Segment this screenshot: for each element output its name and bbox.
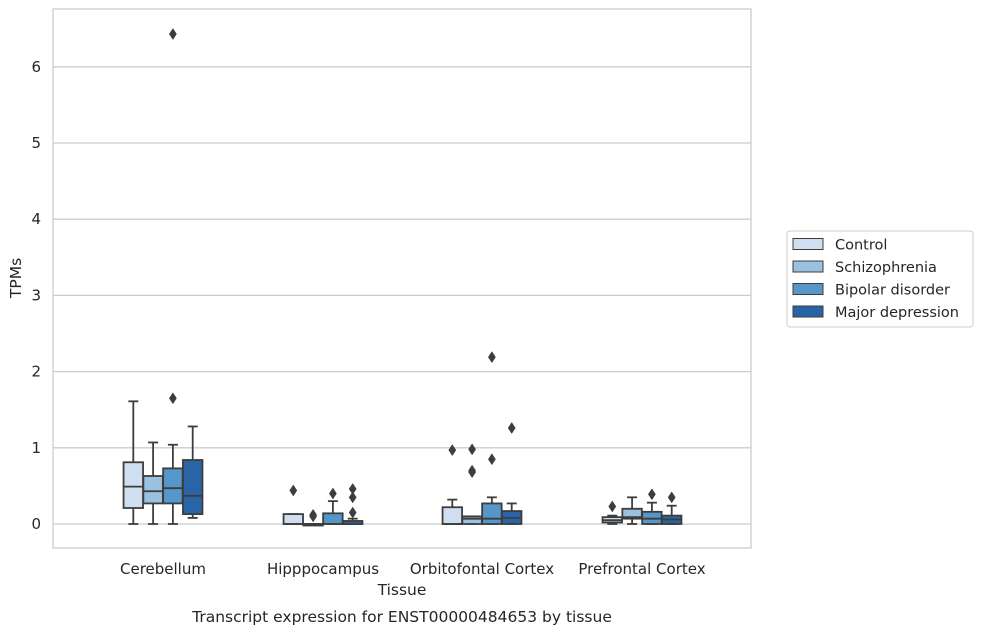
legend-label: Schizophrenia	[835, 260, 937, 276]
box-plot	[661, 491, 683, 525]
legend-label: Major depression	[835, 305, 959, 321]
box-plot	[322, 487, 344, 525]
box-plot	[481, 351, 503, 525]
y-axis-label: TPMs	[7, 258, 25, 299]
outlier-point	[468, 443, 476, 456]
legend-label: Control	[835, 238, 887, 254]
outlier-point	[488, 351, 496, 364]
box-plot	[122, 400, 144, 525]
box-plots	[122, 28, 683, 527]
box-iqr	[122, 461, 144, 509]
legend-swatch	[792, 260, 824, 273]
y-tick-label: 3	[31, 286, 41, 304]
outlier-point	[348, 491, 357, 504]
outlier-point	[667, 491, 676, 504]
box-plot	[621, 496, 643, 525]
y-tick-label: 5	[31, 134, 41, 152]
outlier-point	[289, 484, 298, 497]
outlier-point	[507, 422, 516, 434]
box-iqr	[441, 506, 463, 525]
outlier-point	[169, 28, 177, 40]
box-iqr	[182, 459, 204, 515]
x-tick-label: Orbitofontal Cortex	[410, 560, 554, 578]
outlier-point	[448, 444, 457, 457]
x-tick-label: Hipppocampus	[267, 560, 379, 578]
y-tick-label: 2	[31, 363, 41, 381]
outlier-point	[348, 506, 357, 519]
box-plot	[182, 425, 204, 519]
box-plot	[142, 441, 164, 525]
legend-swatch	[792, 305, 824, 318]
box-plot	[641, 488, 663, 525]
legend-label: Bipolar disorder	[835, 283, 950, 299]
outlier-point	[348, 482, 357, 495]
box-plot	[342, 482, 364, 525]
box-plot	[162, 28, 184, 525]
legend-frame	[786, 230, 974, 328]
y-tick-label: 1	[31, 439, 41, 457]
box-iqr	[461, 515, 483, 525]
box-plot	[501, 422, 523, 525]
box-plot	[302, 508, 324, 527]
box-plot	[461, 443, 483, 525]
chart-caption: Transcript expression for ENST0000048465…	[191, 608, 612, 626]
gridlines	[53, 66, 751, 525]
box-plot	[601, 500, 623, 525]
legend-swatch	[792, 283, 824, 295]
outlier-point	[488, 453, 496, 466]
y-tick-label: 0	[31, 515, 41, 533]
box-iqr	[142, 475, 164, 505]
outlier-point	[608, 500, 617, 513]
outlier-point	[169, 392, 177, 405]
x-tick-label: Cerebellum	[120, 560, 206, 578]
x-tick-labels: Cerebellum Hipppocampus Orbitofontal Corte…	[120, 560, 706, 578]
box-iqr	[322, 512, 344, 525]
plot-area-frame	[52, 8, 752, 549]
y-tick-label: 6	[31, 58, 41, 76]
outlier-point	[309, 508, 317, 521]
legend-swatch	[792, 238, 824, 250]
box-iqr	[282, 513, 304, 525]
box-plot	[282, 484, 304, 525]
outlier-point	[648, 488, 656, 501]
x-axis-label: Tissue	[377, 581, 427, 599]
outlier-point	[468, 464, 476, 477]
y-tick-labels: 0 1 2 3 4 5 6	[31, 58, 41, 533]
box-plot	[441, 444, 463, 525]
legend: Control Schizophrenia Bipolar disorder Majo…	[786, 230, 974, 328]
box-iqr	[481, 502, 503, 525]
box-iqr	[162, 467, 184, 505]
x-tick-label: Prefrontal Cortex	[578, 560, 705, 578]
outlier-point	[329, 487, 337, 500]
y-tick-label: 4	[31, 210, 41, 228]
